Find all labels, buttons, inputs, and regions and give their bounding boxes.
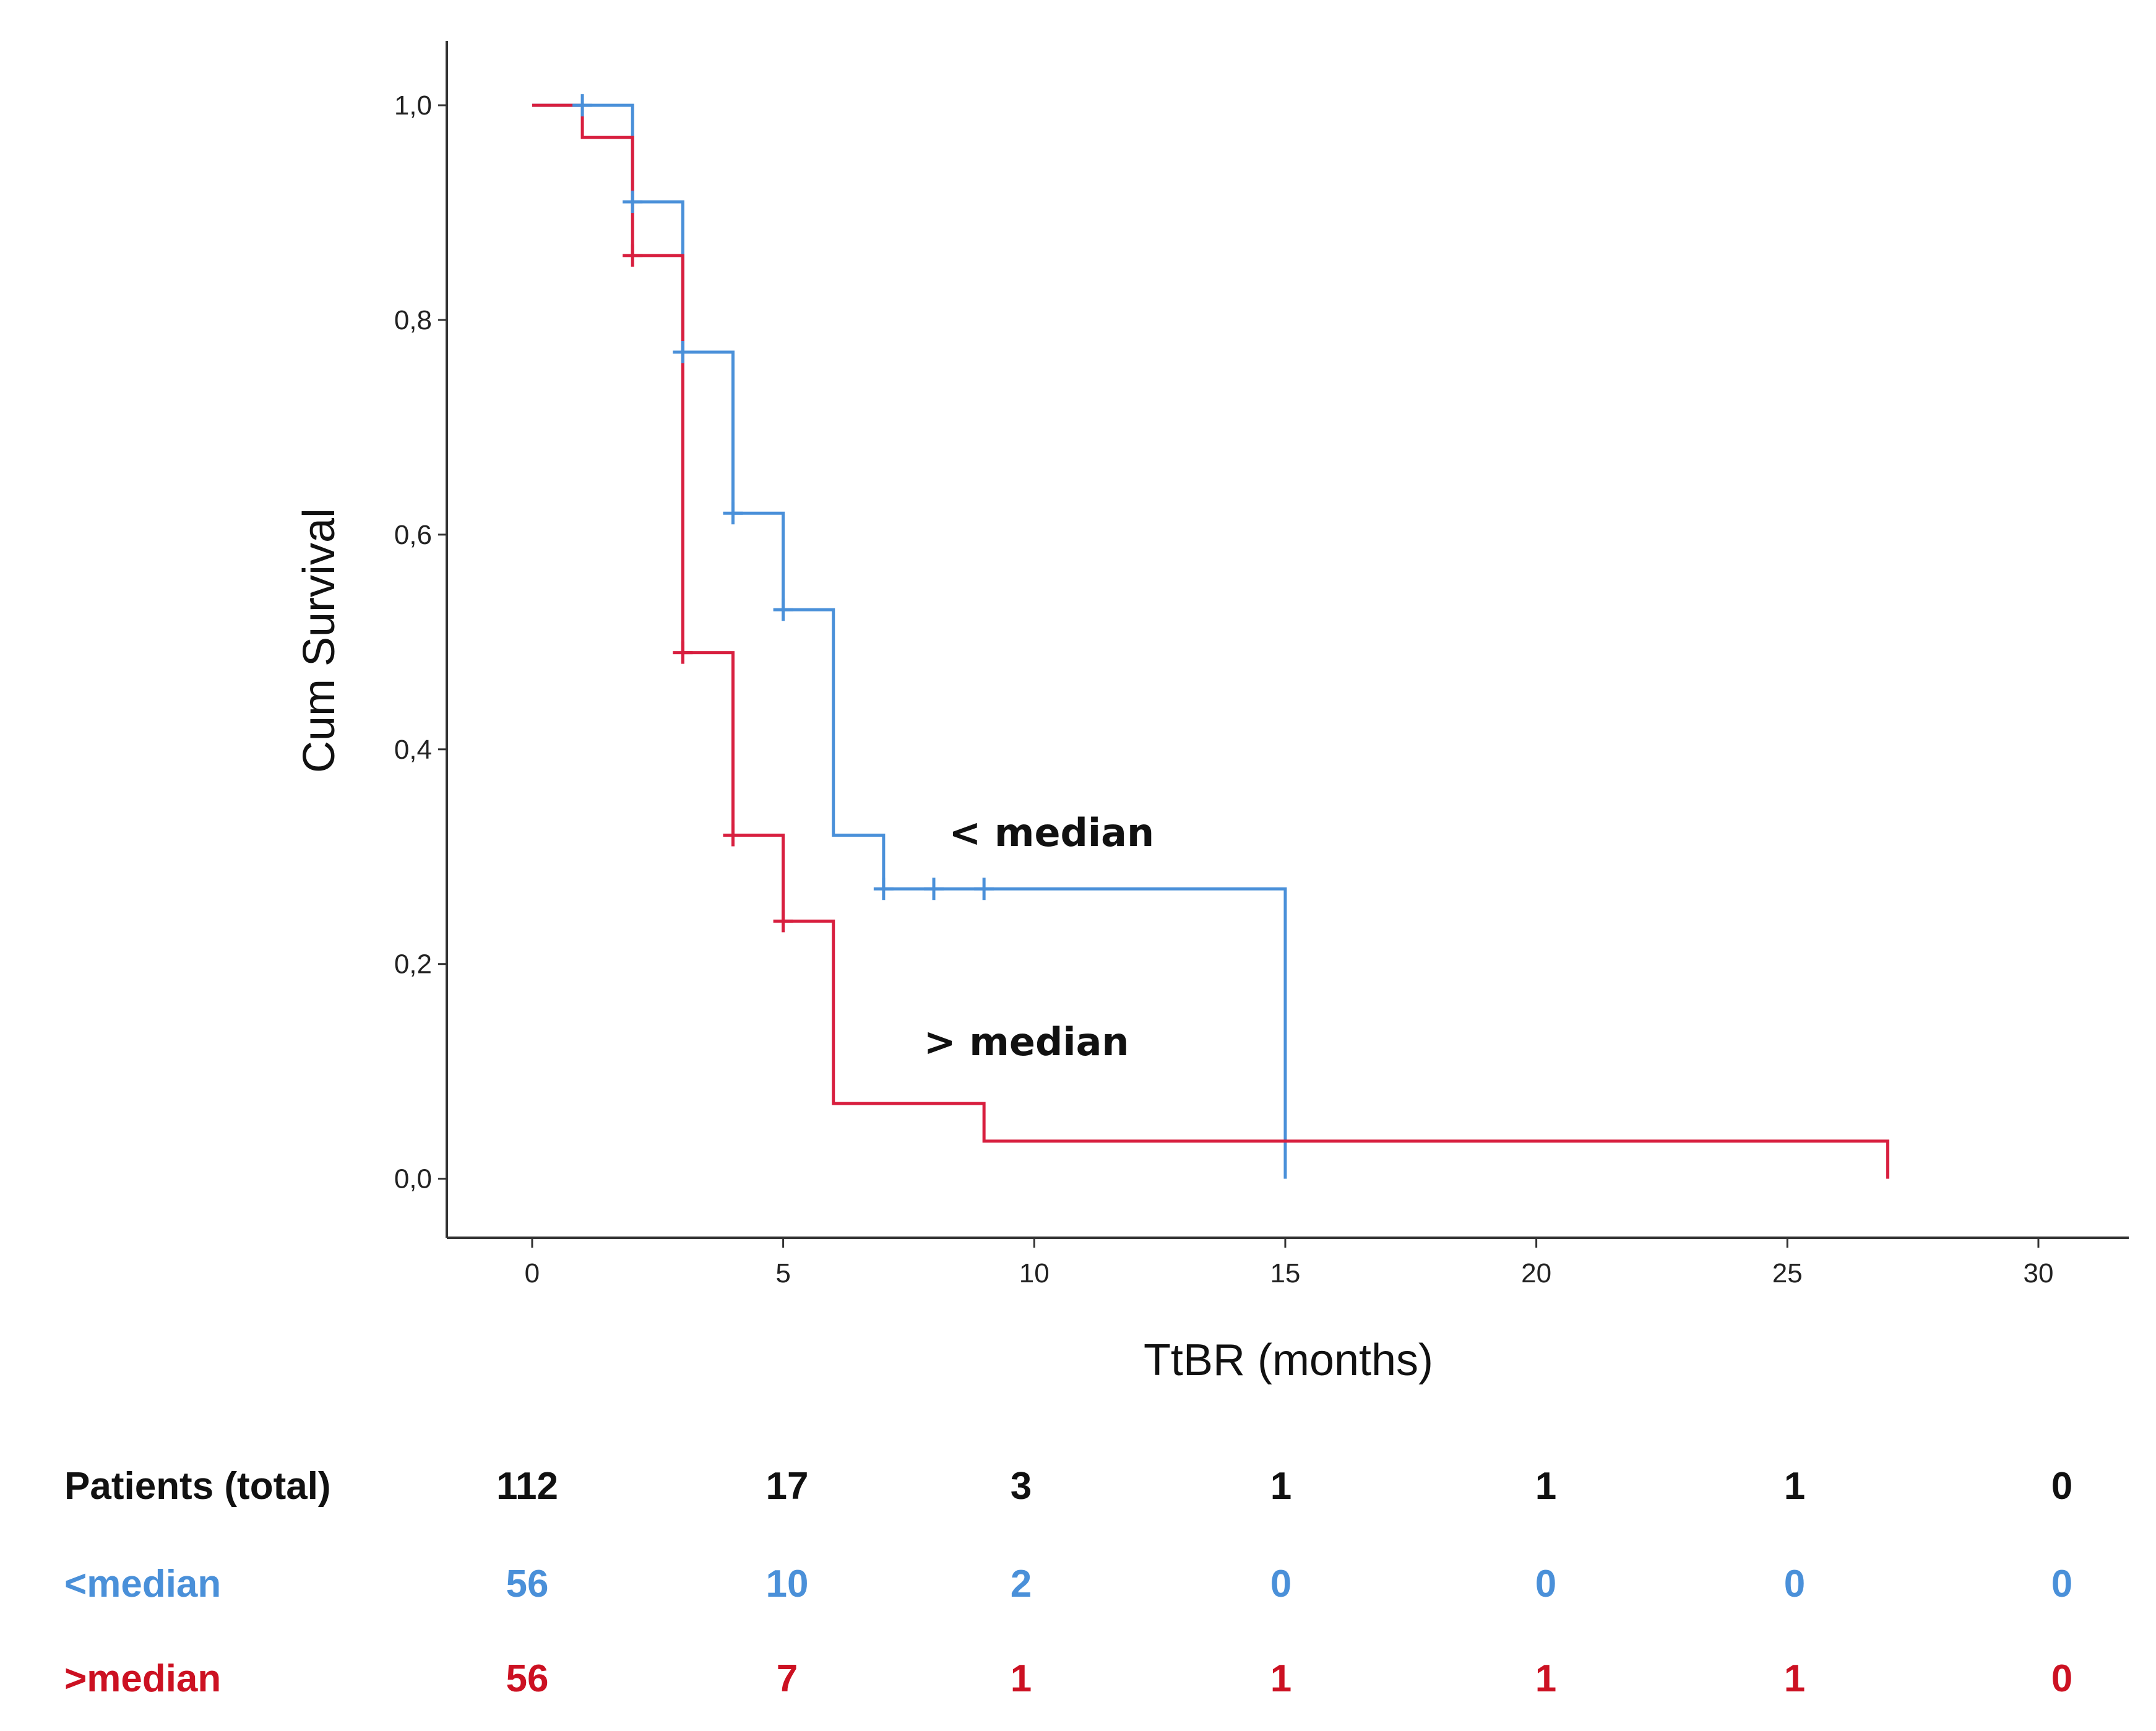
annotation-above-median: > median — [924, 1019, 1129, 1064]
plot-area: 0 5 10 15 20 25 30 0,0 0,2 0,4 0,6 0,8 1,0 < median… — [394, 41, 2129, 1289]
risk-cell-above-median: 1 — [1270, 1657, 1291, 1700]
series-layer — [532, 103, 1890, 1179]
risk-cell-total: 3 — [1011, 1465, 1032, 1508]
censor-mark — [723, 502, 743, 525]
risk-cell-above-median: 0 — [2051, 1657, 2072, 1700]
risk-cell-total: 1 — [1535, 1465, 1556, 1508]
risk-cell-total: 0 — [2051, 1465, 2072, 1508]
series-line-below-median — [532, 103, 1287, 1179]
risk-cell-below-median: 56 — [506, 1563, 549, 1605]
risk-row-label-below-median: <median — [64, 1563, 221, 1605]
x-tick-label: 15 — [1270, 1258, 1300, 1289]
y-tick-label: 0,0 — [394, 1164, 432, 1194]
risk-table-cells: 112 17 3 1 1 1 056 10 2 0 0 0 056 7 1 1 1 1 0 — [496, 1465, 2072, 1700]
risk-cell-above-median: 7 — [777, 1657, 798, 1700]
annotation-below-median: < median — [949, 810, 1154, 855]
y-tick-label: 0,2 — [394, 949, 432, 980]
x-axis-title: TtBR (months) — [1144, 1336, 1433, 1385]
series-line-above-median — [532, 103, 1890, 1179]
censor-mark — [773, 598, 793, 621]
censor-mark — [623, 244, 643, 267]
risk-table: Patients (total) <median >median 112 17 3 1… — [64, 1465, 2072, 1700]
censor-mark — [924, 878, 944, 900]
x-tick-label: 25 — [1772, 1258, 1803, 1289]
risk-cell-below-median: 2 — [1011, 1563, 1032, 1605]
risk-cell-total: 1 — [1784, 1465, 1805, 1508]
y-axis-title: Cum Survival — [295, 508, 344, 773]
risk-cell-above-median: 1 — [1784, 1657, 1805, 1700]
censor-mark — [623, 191, 643, 214]
risk-cell-above-median: 56 — [506, 1657, 549, 1700]
censor-marks — [572, 94, 994, 933]
y-tick-label: 0,4 — [394, 735, 432, 765]
x-axis-ticks: 0 5 10 15 20 25 30 — [525, 1238, 2053, 1289]
censor-mark — [673, 341, 693, 364]
risk-cell-below-median: 0 — [2051, 1563, 2072, 1605]
censor-mark — [974, 878, 994, 900]
risk-cell-total: 17 — [766, 1465, 809, 1508]
y-tick-label: 1,0 — [394, 90, 432, 121]
y-tick-label: 0,6 — [394, 520, 432, 550]
y-tick-label: 0,8 — [394, 305, 432, 335]
x-tick-label: 5 — [775, 1258, 790, 1289]
censor-mark — [773, 910, 793, 933]
risk-row-label-total: Patients (total) — [64, 1465, 331, 1508]
x-tick-label: 20 — [1521, 1258, 1551, 1289]
censor-mark — [572, 94, 593, 117]
risk-cell-total: 1 — [1270, 1465, 1291, 1508]
y-axis-ticks: 0,0 0,2 0,4 0,6 0,8 1,0 — [394, 90, 447, 1194]
risk-cell-below-median: 0 — [1535, 1563, 1556, 1605]
risk-cell-below-median: 10 — [766, 1563, 809, 1605]
censor-mark — [873, 878, 894, 900]
x-tick-label: 10 — [1019, 1258, 1050, 1289]
x-tick-label: 0 — [525, 1258, 540, 1289]
risk-cell-above-median: 1 — [1535, 1657, 1556, 1700]
censor-mark — [723, 824, 743, 847]
risk-cell-above-median: 1 — [1011, 1657, 1032, 1700]
risk-cell-below-median: 0 — [1784, 1563, 1805, 1605]
x-tick-label: 30 — [2023, 1258, 2053, 1289]
risk-cell-total: 112 — [496, 1465, 558, 1508]
censor-mark — [673, 641, 693, 664]
risk-cell-below-median: 0 — [1270, 1563, 1291, 1605]
risk-row-label-above-median: >median — [64, 1657, 221, 1700]
